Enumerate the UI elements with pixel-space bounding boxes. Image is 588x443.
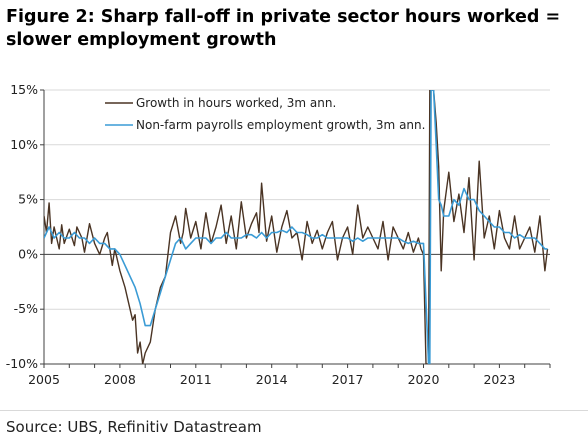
series-lines xyxy=(44,90,549,364)
axes: -10% -5% 0% 5% 10% 15% 2005 2008 2011 2014 2017 202… xyxy=(6,82,551,387)
y-tick-label: 15% xyxy=(10,82,38,97)
x-tick-label: 2008 xyxy=(104,372,136,387)
series-payrolls-line xyxy=(44,90,548,364)
y-tick-label: 5% xyxy=(18,192,38,207)
chart-title: Figure 2: Sharp fall-off in private sect… xyxy=(6,6,584,52)
x-tick-label: 2005 xyxy=(28,372,60,387)
y-tick-label: -10% xyxy=(6,356,38,371)
y-tick-label: 10% xyxy=(10,137,38,152)
x-tick-label: 2011 xyxy=(180,372,212,387)
y-tick-label: -5% xyxy=(14,301,38,316)
x-tick-label: 2017 xyxy=(332,372,364,387)
source-note: Source: UBS, Refinitiv Datastream xyxy=(6,418,262,436)
legend-label-hours: Growth in hours worked, 3m ann. xyxy=(136,96,336,110)
legend-label-payrolls: Non-farm payrolls employment growth, 3m … xyxy=(136,118,425,132)
title-line-1: Figure 2: Sharp fall-off in private sect… xyxy=(6,7,561,27)
x-tick-label: 2020 xyxy=(408,372,440,387)
line-chart: -10% -5% 0% 5% 10% 15% 2005 2008 2011 2014 2017 202… xyxy=(6,82,551,387)
x-tick-label: 2023 xyxy=(483,372,515,387)
y-tick-label: 0% xyxy=(18,246,38,261)
footer-divider xyxy=(0,410,588,411)
x-tick-label: 2014 xyxy=(256,372,288,387)
title-line-2: slower employment growth xyxy=(6,30,277,50)
legend: Growth in hours worked, 3m ann. Non-farm … xyxy=(105,96,425,132)
